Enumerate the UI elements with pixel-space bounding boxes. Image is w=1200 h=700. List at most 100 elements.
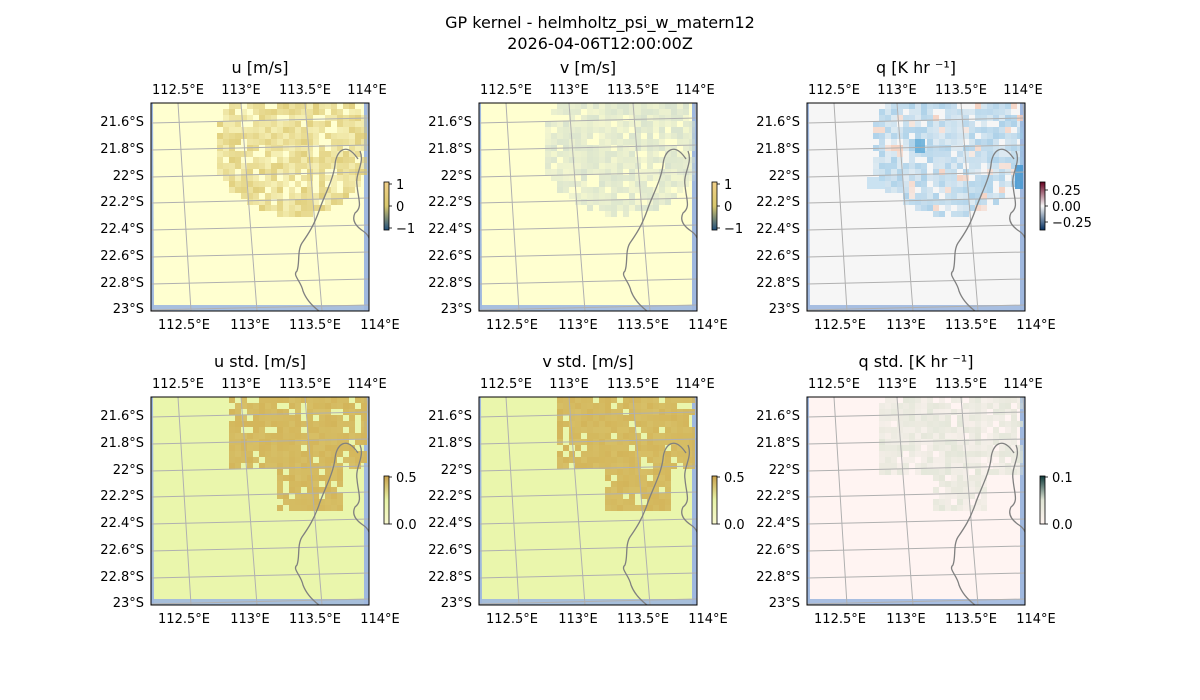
lat-tick: 23°S — [769, 302, 800, 317]
lon-tick-top: 113.5°E — [279, 83, 331, 98]
lon-tick-top: 113°E — [549, 377, 589, 392]
lon-tick-bottom: 113.5°E — [289, 612, 341, 627]
coastline — [622, 442, 687, 605]
lon-tick-bottom: 114°E — [360, 318, 400, 333]
colorbar-tick: 0 — [724, 200, 732, 215]
colorbar-gradient — [1039, 181, 1046, 231]
lat-tick: 22.4°S — [428, 516, 472, 531]
lon-tick-top: 113.5°E — [279, 377, 331, 392]
lon-tick-bottom: 113°E — [886, 318, 926, 333]
lat-tick: 21.6°S — [428, 115, 472, 130]
coastline-spit — [1009, 444, 1025, 539]
lat-tick: 23°S — [769, 596, 800, 611]
colorbar: 0.250.00−0.25 — [1039, 181, 1092, 231]
lon-tick-top: 112.5°E — [152, 377, 204, 392]
map-panel-4: u std. [m/s] 112.5°E 113°E 113.5°E 114°E 112.… — [100, 352, 416, 627]
lat-tick: 22.2°S — [100, 489, 144, 504]
lon-tick-top: 113°E — [549, 83, 589, 98]
graticule — [807, 397, 1025, 605]
lat-tick: 22.2°S — [756, 489, 800, 504]
lon-tick-bottom: 112.5°E — [486, 318, 538, 333]
lon-tick-top: 114°E — [347, 377, 387, 392]
ocean-west — [151, 397, 154, 605]
coastline-spit — [1009, 150, 1025, 245]
lon-tick-top: 114°E — [347, 83, 387, 98]
lon-tick-top: 114°E — [1003, 377, 1043, 392]
lon-tick-bottom: 114°E — [1016, 612, 1056, 627]
coastline — [950, 148, 1015, 311]
lon-tick-bottom: 114°E — [1016, 318, 1056, 333]
field-patches — [229, 397, 367, 511]
lon-tick-bottom: 112.5°E — [486, 612, 538, 627]
lon-tick-top: 112.5°E — [152, 83, 204, 98]
coastline-spit — [681, 150, 697, 245]
coastline — [294, 442, 359, 605]
lat-tick: 22.8°S — [756, 570, 800, 585]
lat-tick: 22.6°S — [100, 543, 144, 558]
lat-tick: 21.8°S — [100, 142, 144, 157]
colorbar-tick: 0 — [396, 200, 404, 215]
colorbar-gradient — [383, 475, 390, 525]
coastline-spit — [353, 150, 369, 245]
graticule — [151, 397, 369, 605]
lat-tick: 21.8°S — [756, 436, 800, 451]
colorbar-gradient — [383, 181, 390, 231]
lon-tick-top: 113°E — [877, 377, 917, 392]
ocean-west — [479, 103, 482, 311]
lon-tick-bottom: 113°E — [230, 318, 270, 333]
lat-tick: 22.8°S — [756, 276, 800, 291]
panel-title: u std. [m/s] — [214, 352, 306, 371]
lat-tick: 22.4°S — [100, 222, 144, 237]
lon-tick-top: 112.5°E — [808, 377, 860, 392]
ocean-east — [692, 397, 697, 605]
lat-tick: 21.8°S — [100, 436, 144, 451]
coastline-spit — [681, 444, 697, 539]
field-patches — [217, 103, 367, 217]
graticule — [807, 103, 1025, 311]
lat-tick: 22°S — [113, 169, 144, 184]
lon-tick-top: 113.5°E — [935, 377, 987, 392]
lat-tick: 22.2°S — [428, 489, 472, 504]
lon-tick-bottom: 113°E — [886, 612, 926, 627]
colorbar-tick: 0.5 — [724, 471, 745, 486]
graticule — [479, 397, 697, 605]
lon-tick-bottom: 112.5°E — [814, 318, 866, 333]
graticule — [479, 103, 697, 311]
colorbar: 0.1 0.0 — [1039, 471, 1073, 533]
map-frame — [478, 102, 698, 312]
lon-tick-bottom: 114°E — [688, 612, 728, 627]
lon-tick-bottom: 113°E — [558, 612, 598, 627]
lon-tick-top: 113.5°E — [607, 377, 659, 392]
lat-tick: 22.6°S — [756, 543, 800, 558]
map-panel-6: q std. [K hr ⁻¹] 112.5°E 113°E 113.5°E 114°E… — [756, 352, 1072, 627]
coastline — [294, 148, 359, 311]
lat-tick: 23°S — [441, 302, 472, 317]
colorbar-gradient — [711, 181, 718, 231]
coastline — [622, 148, 687, 311]
lon-tick-bottom: 114°E — [360, 612, 400, 627]
colorbar: 0.5 0.0 — [711, 471, 745, 533]
colorbar-tick: −0.25 — [1052, 216, 1092, 231]
lon-tick-bottom: 112.5°E — [814, 612, 866, 627]
map-area — [151, 103, 369, 311]
lon-tick-top: 113°E — [221, 83, 261, 98]
ocean-east — [1020, 397, 1025, 605]
lon-tick-top: 112.5°E — [480, 377, 532, 392]
lat-tick: 22°S — [441, 463, 472, 478]
colorbar-tick: 1 — [396, 178, 404, 193]
lat-tick: 21.8°S — [428, 436, 472, 451]
lon-tick-bottom: 112.5°E — [158, 318, 210, 333]
lat-tick: 21.6°S — [100, 115, 144, 130]
lon-tick-top: 112.5°E — [808, 83, 860, 98]
colorbar-tick: 0.0 — [1052, 518, 1073, 533]
colorbar: 1 0 −1 — [383, 178, 415, 237]
lat-tick: 22.2°S — [428, 195, 472, 210]
colorbar-tick: 0.0 — [724, 518, 745, 533]
lat-tick: 22.8°S — [100, 276, 144, 291]
lon-tick-bottom: 114°E — [688, 318, 728, 333]
lon-tick-bottom: 113°E — [558, 318, 598, 333]
